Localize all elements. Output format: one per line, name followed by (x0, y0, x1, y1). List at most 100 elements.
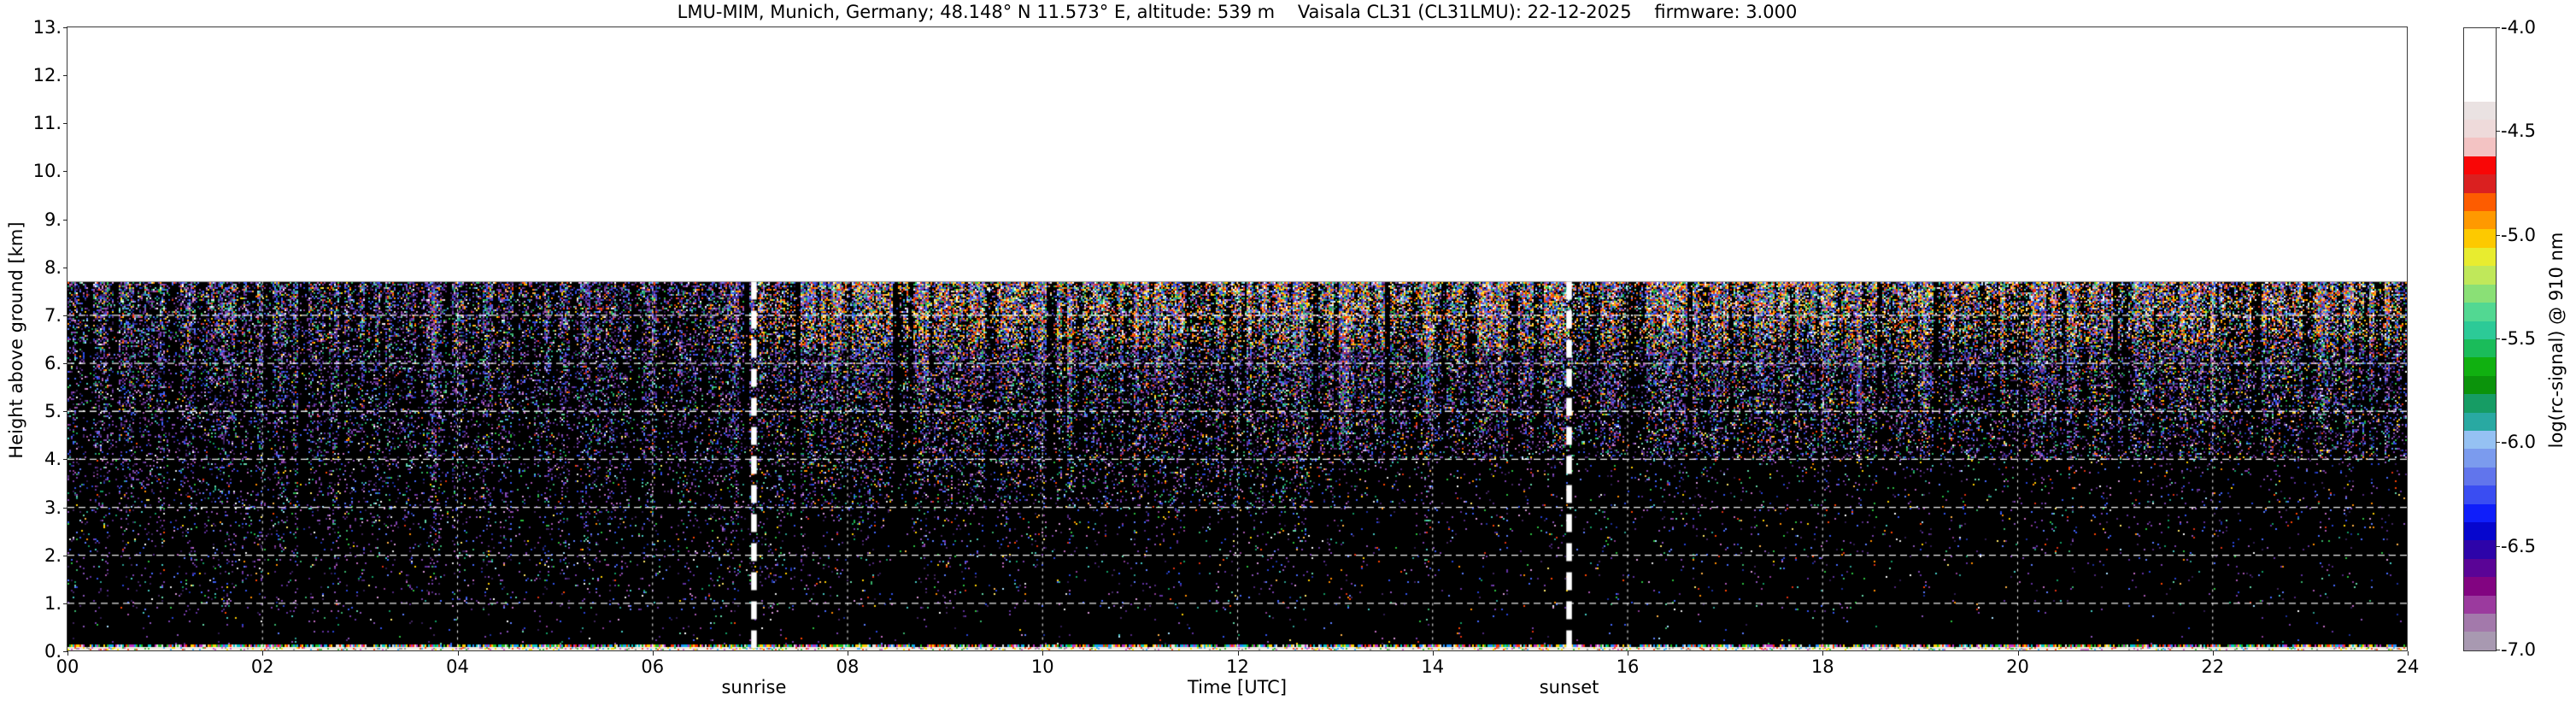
x-tick-label: 02 (250, 656, 274, 677)
colorbar-segment (2464, 558, 2496, 578)
colorbar-tick-mark (2496, 131, 2500, 132)
y-tick-mark (63, 459, 67, 461)
colorbar-tick-label: -5.0 (2501, 224, 2536, 245)
colorbar-segment (2464, 28, 2496, 47)
x-tick-mark (67, 651, 68, 656)
colorbar-segment (2464, 467, 2496, 486)
colorbar-segment (2464, 412, 2496, 431)
colorbar-segment (2464, 46, 2496, 65)
x-tick-label: 12 (1226, 656, 1249, 677)
colorbar-segment (2464, 540, 2496, 559)
x-tick-mark (1237, 651, 1239, 656)
colorbar-segment (2464, 83, 2496, 102)
y-tick-label: 8. (44, 256, 62, 278)
x-tick-label: 08 (836, 656, 860, 677)
colorbar-segment (2464, 321, 2496, 339)
colorbar-segment (2464, 174, 2496, 193)
colorbar-segment (2464, 101, 2496, 121)
y-tick-mark (63, 75, 67, 77)
figure-title: LMU-MIM, Munich, Germany; 48.148° N 11.5… (677, 2, 1798, 22)
colorbar-segment (2464, 247, 2496, 267)
colorbar-segment (2464, 138, 2496, 156)
sunset-annotation: sunset (1539, 677, 1599, 697)
colorbar-tick-label: -5.5 (2501, 328, 2536, 349)
sunrise-annotation: sunrise (721, 677, 787, 697)
colorbar-segment (2464, 430, 2496, 450)
y-tick-label: 10. (32, 161, 62, 182)
colorbar-segment (2464, 595, 2496, 614)
x-tick-label: 04 (446, 656, 469, 677)
y-axis-label: Height above ground [km] (6, 221, 26, 459)
colorbar-segment (2464, 375, 2496, 395)
colorbar-tick-label: -6.5 (2501, 535, 2536, 556)
colorbar-segment (2464, 357, 2496, 376)
x-tick-label: 20 (2006, 656, 2029, 677)
y-tick-mark (63, 219, 67, 221)
colorbar-segment (2464, 211, 2496, 230)
x-tick-mark (2212, 651, 2214, 656)
colorbar-tick-label: -4.0 (2501, 17, 2536, 38)
colorbar-tick-mark (2496, 27, 2500, 28)
colorbar-segment (2464, 156, 2496, 175)
y-tick-label: 9. (44, 209, 62, 230)
y-tick-mark (63, 123, 67, 125)
colorbar-tick-mark (2496, 442, 2500, 444)
x-tick-mark (457, 651, 459, 656)
y-tick-mark (63, 363, 67, 365)
x-tick-label: 00 (56, 656, 79, 677)
y-tick-label: 6. (44, 353, 62, 374)
colorbar-segment (2464, 192, 2496, 212)
x-axis-label: Time [UTC] (1187, 677, 1288, 697)
y-tick-label: 4. (44, 449, 62, 470)
y-tick-label: 0. (44, 641, 62, 662)
colorbar-tick-mark (2496, 234, 2500, 236)
colorbar-segment (2464, 614, 2496, 632)
x-tick-label: 16 (1616, 656, 1640, 677)
x-tick-mark (1042, 651, 1044, 656)
colorbar-tick-mark (2496, 545, 2500, 547)
y-tick-label: 1. (44, 592, 62, 614)
colorbar-segment (2464, 521, 2496, 541)
colorbar-segment (2464, 64, 2496, 84)
y-tick-label: 13. (32, 17, 62, 38)
x-tick-label: 06 (641, 656, 665, 677)
y-tick-label: 7. (44, 304, 62, 326)
colorbar-segment (2464, 394, 2496, 413)
colorbar-segment (2464, 632, 2496, 650)
x-tick-label: 10 (1030, 656, 1054, 677)
y-tick-label: 2. (44, 544, 62, 566)
y-tick-mark (63, 27, 67, 28)
x-tick-mark (2408, 651, 2409, 656)
colorbar-segment (2464, 485, 2496, 504)
y-tick-mark (63, 651, 67, 652)
x-tick-label: 22 (2201, 656, 2225, 677)
colorbar-segment (2464, 266, 2496, 285)
y-tick-label: 5. (44, 401, 62, 422)
y-tick-label: 3. (44, 497, 62, 518)
y-tick-mark (63, 507, 67, 509)
x-tick-mark (2017, 651, 2019, 656)
y-tick-mark (63, 315, 67, 316)
colorbar-tick-label: -6.0 (2501, 432, 2536, 453)
colorbar-segment (2464, 338, 2496, 358)
y-tick-label: 12. (32, 65, 62, 86)
colorbar-tick-mark (2496, 338, 2500, 339)
x-tick-mark (262, 651, 264, 656)
y-tick-mark (63, 603, 67, 604)
x-tick-mark (1822, 651, 1824, 656)
y-tick-mark (63, 171, 67, 173)
colorbar-label: log(rc-signal) @ 910 nm (2546, 232, 2567, 449)
colorbar-segment (2464, 449, 2496, 468)
colorbar-tick-label: -7.0 (2501, 639, 2536, 660)
colorbar-segment (2464, 284, 2496, 303)
x-tick-label: 18 (1810, 656, 1834, 677)
x-tick-mark (652, 651, 654, 656)
x-tick-mark (1432, 651, 1434, 656)
colorbar-segment (2464, 229, 2496, 248)
colorbar-segment (2464, 120, 2496, 138)
colorbar-segment (2464, 577, 2496, 596)
y-tick-label: 11. (32, 113, 62, 134)
y-tick-mark (63, 411, 67, 413)
backscatter-heatmap-canvas (67, 27, 2408, 651)
